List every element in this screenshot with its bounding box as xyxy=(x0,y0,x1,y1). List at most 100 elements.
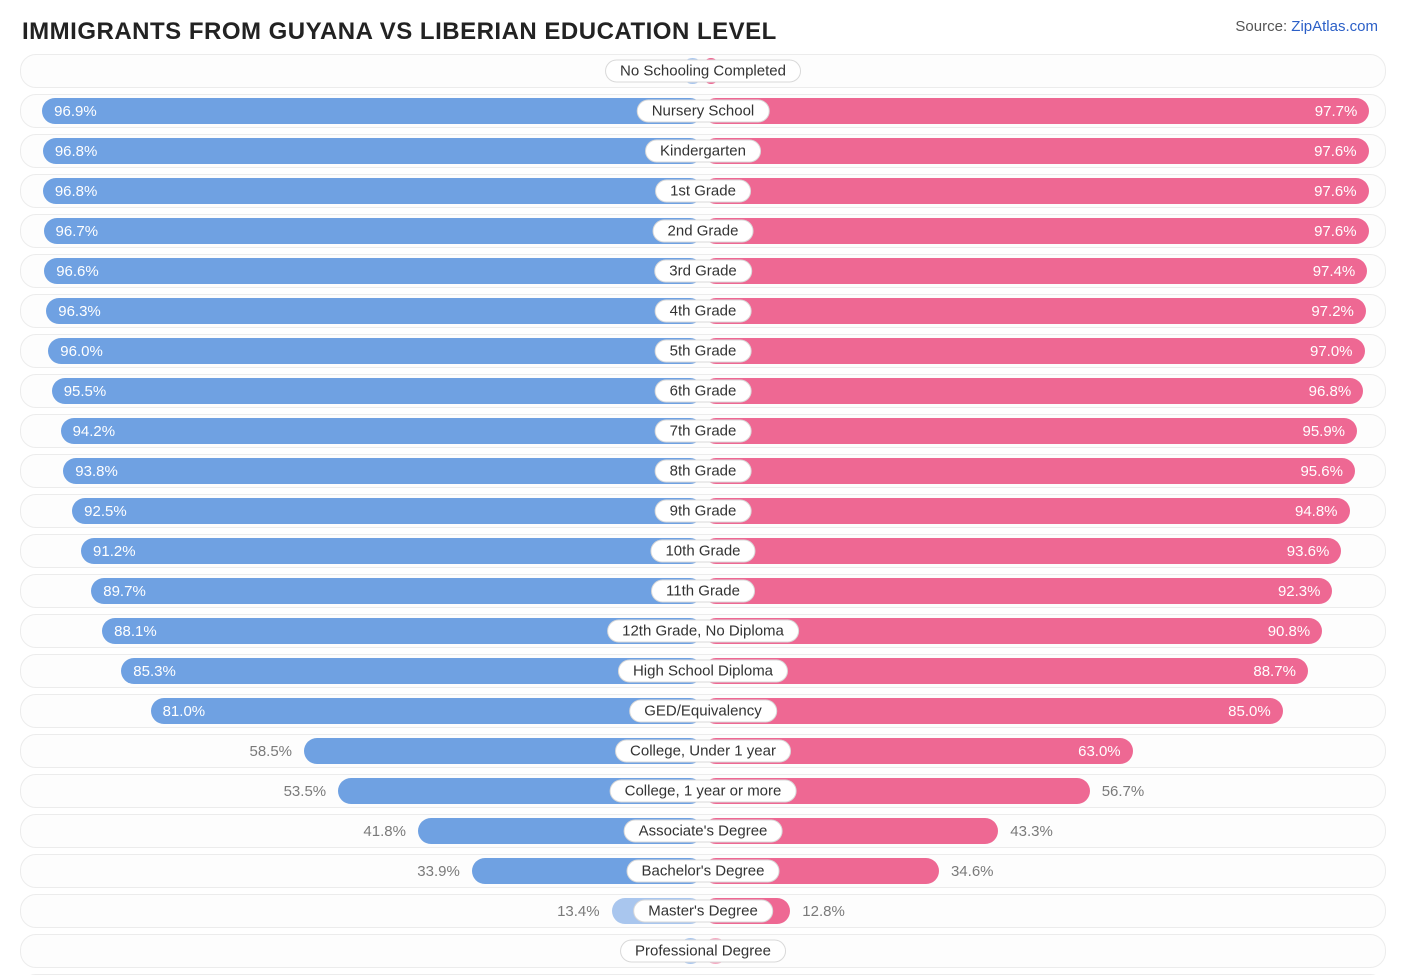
chart-row: 95.5% 96.8% 6th Grade xyxy=(20,374,1386,408)
row-category-label: 7th Grade xyxy=(655,420,752,443)
bar-right-value: 97.6% xyxy=(1302,183,1369,200)
chart-row: 3.7%3.6%Professional Degree xyxy=(20,934,1386,968)
chart-row: 58.5%63.0%College, Under 1 year xyxy=(20,734,1386,768)
bar-left: 94.2% xyxy=(61,418,703,444)
bar-left-value: 94.2% xyxy=(61,423,128,440)
row-category-label: Kindergarten xyxy=(645,140,761,163)
bar-left: 96.8% xyxy=(43,138,703,164)
bar-right-value: 94.8% xyxy=(1283,503,1350,520)
chart-body: 3.1%2.4%No Schooling Completed96.9%97.7%… xyxy=(0,54,1406,975)
bar-right-value: 85.0% xyxy=(1216,703,1283,720)
bar-left: 91.2% xyxy=(81,538,703,564)
bar-left-value: 96.6% xyxy=(44,263,111,280)
row-category-label: 9th Grade xyxy=(655,500,752,523)
bar-left-value: 95.5% xyxy=(52,383,119,400)
bar-right-value: 43.3% xyxy=(998,823,1065,840)
bar-right: 97.6% xyxy=(703,218,1369,244)
chart-row: 96.3%97.2%4th Grade xyxy=(20,294,1386,328)
bar-right: 85.0% xyxy=(703,698,1283,724)
bar-right-value: 97.2% xyxy=(1299,303,1366,320)
row-category-label: College, 1 year or more xyxy=(610,780,797,803)
chart-row: 85.3%88.7%High School Diploma xyxy=(20,654,1386,688)
bar-left-value: 96.8% xyxy=(43,183,110,200)
bar-right-value: 97.4% xyxy=(1301,263,1368,280)
row-category-label: 2nd Grade xyxy=(653,220,754,243)
bar-left: 96.6% xyxy=(44,258,703,284)
bar-left-value: 91.2% xyxy=(81,543,148,560)
bar-right-value: 93.6% xyxy=(1275,543,1342,560)
row-category-label: 10th Grade xyxy=(650,540,755,563)
bar-right-value: 90.8% xyxy=(1256,623,1323,640)
source-link[interactable]: ZipAtlas.com xyxy=(1291,18,1378,35)
bar-right-value: 97.6% xyxy=(1302,143,1369,160)
row-category-label: 6th Grade xyxy=(655,380,752,403)
chart-source: Source: ZipAtlas.com xyxy=(1235,18,1378,35)
bar-left: 96.0% xyxy=(48,338,703,364)
bar-left-value: 96.8% xyxy=(43,143,110,160)
bar-right: 95.6% xyxy=(703,458,1355,484)
row-category-label: Nursery School xyxy=(637,100,770,123)
chart-row: 96.0% 97.0% 5th Grade xyxy=(20,334,1386,368)
row-category-label: 8th Grade xyxy=(655,460,752,483)
chart-row: 89.7%92.3%11th Grade xyxy=(20,574,1386,608)
bar-right-value: 95.9% xyxy=(1290,423,1357,440)
row-category-label: 1st Grade xyxy=(655,180,751,203)
chart-row: 88.1%90.8%12th Grade, No Diploma xyxy=(20,614,1386,648)
row-category-label: Master's Degree xyxy=(633,900,773,923)
bar-left: 96.8% xyxy=(43,178,703,204)
bar-right-value: 97.6% xyxy=(1302,223,1369,240)
bar-left-value: 96.0% xyxy=(48,343,115,360)
bar-left-value: 93.8% xyxy=(63,463,130,480)
bar-left-value: 96.3% xyxy=(46,303,113,320)
bar-right: 97.0% xyxy=(703,338,1365,364)
row-category-label: Professional Degree xyxy=(620,940,786,963)
bar-left-value: 81.0% xyxy=(151,703,218,720)
bar-right: 97.4% xyxy=(703,258,1367,284)
row-category-label: Bachelor's Degree xyxy=(627,860,780,883)
bar-right-value: 97.7% xyxy=(1303,103,1370,120)
bar-right-value: 97.0% xyxy=(1298,343,1365,360)
bar-left: 81.0% xyxy=(151,698,703,724)
chart-row: 91.2% 93.6% 10th Grade xyxy=(20,534,1386,568)
bar-right-value: 56.7% xyxy=(1090,783,1157,800)
bar-right-value: 95.6% xyxy=(1288,463,1355,480)
bar-right: 97.6% xyxy=(703,138,1369,164)
bar-left-value: 13.4% xyxy=(545,903,612,920)
chart-title: IMMIGRANTS FROM GUYANA VS LIBERIAN EDUCA… xyxy=(22,18,777,46)
bar-left-value: 53.5% xyxy=(272,783,339,800)
source-label: Source: xyxy=(1235,18,1287,35)
bar-left-value: 88.1% xyxy=(102,623,169,640)
bar-right: 88.7% xyxy=(703,658,1308,684)
chart-row: 13.4% 12.8% Master's Degree xyxy=(20,894,1386,928)
bar-left-value: 33.9% xyxy=(405,863,472,880)
bar-left-value: 96.9% xyxy=(42,103,109,120)
chart-row: 96.8% 97.6% Kindergarten xyxy=(20,134,1386,168)
bar-left-value: 85.3% xyxy=(121,663,188,680)
chart-header: IMMIGRANTS FROM GUYANA VS LIBERIAN EDUCA… xyxy=(0,0,1406,54)
row-category-label: 5th Grade xyxy=(655,340,752,363)
row-category-label: Associate's Degree xyxy=(624,820,783,843)
chart-row: 92.5% 94.8% 9th Grade xyxy=(20,494,1386,528)
chart-row: 81.0%85.0%GED/Equivalency xyxy=(20,694,1386,728)
bar-left-value: 41.8% xyxy=(351,823,418,840)
row-category-label: 11th Grade xyxy=(651,580,755,603)
bar-left: 85.3% xyxy=(121,658,703,684)
bar-left-value: 58.5% xyxy=(237,743,304,760)
bar-right: 92.3% xyxy=(703,578,1332,604)
bar-right: 96.8% xyxy=(703,378,1363,404)
chart-row: 96.8% 97.6% 1st Grade xyxy=(20,174,1386,208)
chart-row: 53.5% 56.7% College, 1 year or more xyxy=(20,774,1386,808)
row-category-label: College, Under 1 year xyxy=(615,740,791,763)
chart-row: 41.8% 43.3% Associate's Degree xyxy=(20,814,1386,848)
bar-left-value: 92.5% xyxy=(72,503,139,520)
bar-right-value: 88.7% xyxy=(1241,663,1308,680)
bar-right-value: 12.8% xyxy=(790,903,857,920)
bar-right: 95.9% xyxy=(703,418,1357,444)
bar-right: 97.2% xyxy=(703,298,1366,324)
bar-right: 94.8% xyxy=(703,498,1350,524)
chart-row: 96.9% 97.7% Nursery School xyxy=(20,94,1386,128)
bar-right: 97.7% xyxy=(703,98,1369,124)
bar-left: 89.7% xyxy=(91,578,703,604)
bar-right-value: 96.8% xyxy=(1297,383,1364,400)
bar-left: 95.5% xyxy=(52,378,703,404)
